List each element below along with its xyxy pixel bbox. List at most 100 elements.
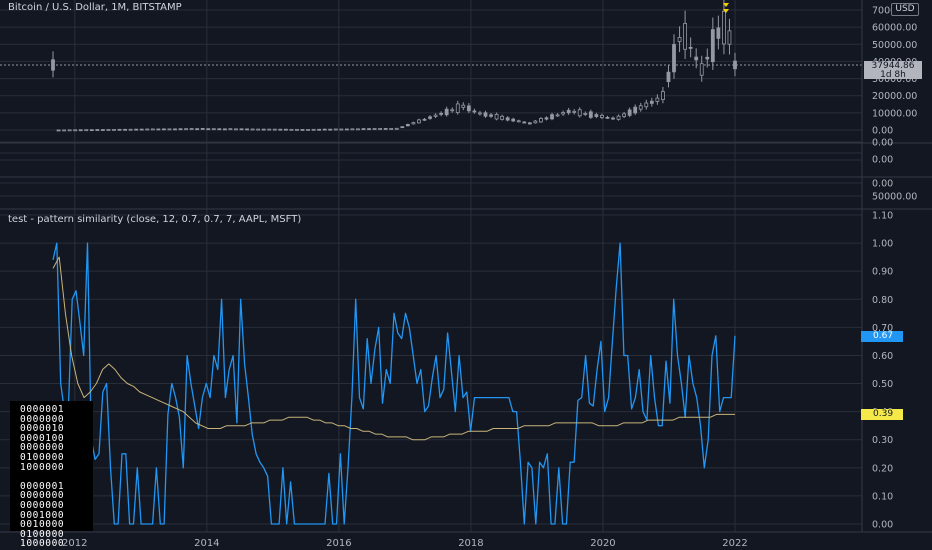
candle-body — [173, 128, 177, 131]
candle-body — [555, 114, 560, 117]
candle-body — [588, 111, 593, 118]
candle-body — [505, 117, 510, 121]
matrix-row: 0100000 — [20, 451, 65, 463]
current-price-tag: 37944.86 1d 8h — [864, 61, 922, 80]
candle-body — [561, 112, 566, 115]
candle-body — [161, 128, 166, 131]
candle-body — [217, 128, 222, 131]
currency-button[interactable]: USD — [891, 3, 919, 16]
candle-body — [272, 128, 277, 131]
candle-body — [483, 112, 488, 117]
indicator-pane-title: test - pattern similarity (close, 12, 0.… — [8, 214, 302, 225]
candle-body — [444, 108, 449, 116]
candle-body — [572, 110, 577, 113]
candle-body — [206, 128, 211, 131]
candle-body — [417, 119, 421, 124]
candle-body — [577, 109, 582, 117]
candle-body — [627, 109, 632, 116]
candle-body — [228, 128, 233, 131]
candle-body — [73, 129, 78, 132]
candle-body — [539, 118, 543, 123]
candle-body — [295, 128, 299, 131]
indicator-axis-label: 1.10 — [872, 211, 893, 222]
candle-body — [544, 117, 549, 120]
candle-body — [56, 129, 61, 132]
candle-body — [245, 128, 249, 131]
candle-body — [239, 128, 244, 131]
candle-body — [722, 10, 726, 45]
candle-body — [594, 114, 599, 117]
similarity-value-tag: 0.67 — [861, 331, 903, 342]
candle-body — [106, 128, 111, 131]
candle-body — [511, 118, 516, 122]
matrix-row: 1000000 — [20, 461, 65, 473]
candle-body — [644, 102, 649, 108]
candle-body — [383, 128, 388, 130]
candle-body — [655, 97, 660, 102]
average-series-line — [52, 256, 735, 441]
candle-body — [306, 129, 310, 131]
matrix-row: 0010000 — [20, 519, 65, 531]
candle-body — [378, 128, 383, 130]
indicator-axis-label: 1.00 — [872, 239, 893, 250]
candle-body — [583, 112, 588, 115]
indicator-axis-label: 0.00 — [872, 520, 893, 531]
candle-body — [716, 27, 721, 39]
candle-body — [677, 37, 682, 42]
arrow-down-icon — [723, 3, 729, 7]
candle-body — [78, 129, 83, 132]
candle-body — [527, 122, 532, 125]
matrix-row: 0001000 — [20, 509, 65, 521]
candle-body — [522, 121, 527, 124]
matrix-row: 0000001 — [20, 404, 65, 415]
candle-body — [51, 59, 55, 71]
candle-body — [699, 63, 704, 76]
candle-body — [339, 128, 344, 131]
candle-body — [566, 109, 571, 114]
candles — [51, 0, 737, 132]
candle-body — [450, 109, 455, 112]
candle-body — [128, 128, 133, 131]
candle-body — [428, 116, 432, 119]
matrix-row: 0000100 — [20, 432, 65, 444]
candle-body — [439, 112, 444, 115]
candle-body — [139, 128, 144, 131]
candle-body — [638, 105, 643, 110]
candle-body — [234, 128, 238, 131]
candle-body — [611, 117, 615, 120]
candle-body — [211, 128, 216, 131]
candle-body — [616, 115, 621, 120]
blank-pane-1-label: 0.00 — [872, 138, 893, 149]
time-axis-label: 2014 — [194, 538, 219, 549]
candle-body — [101, 129, 105, 131]
candle-body — [533, 120, 538, 124]
candle-body — [84, 129, 89, 132]
candle-body — [649, 100, 654, 104]
indicator-axis-label: 0.30 — [872, 435, 893, 446]
candle-body — [727, 30, 732, 45]
candle-body — [134, 128, 139, 131]
candle-body — [433, 114, 438, 117]
price-axis-label: 0.00 — [872, 126, 893, 137]
indicator-axis-label: 0.10 — [872, 491, 893, 502]
candle-body — [472, 110, 477, 113]
candle-body — [89, 129, 94, 132]
candle-body — [516, 120, 521, 123]
price-axis-label: 20000.00 — [872, 91, 917, 102]
candle-body — [550, 114, 554, 120]
candle-body — [145, 128, 150, 131]
candle-body — [500, 115, 505, 120]
time-axis-label: 2016 — [326, 538, 351, 549]
candle-body — [156, 128, 161, 131]
candle-body — [62, 129, 66, 132]
time-axis-label: 2012 — [62, 538, 87, 549]
candle-body — [461, 104, 466, 108]
time-axis-label: 2020 — [590, 538, 615, 549]
blank-pane-2-label: 0.00 — [872, 179, 893, 190]
candle-body — [250, 128, 255, 131]
candle-body — [489, 114, 493, 117]
candle-body — [267, 128, 272, 131]
candle-body — [67, 129, 72, 132]
candle-body — [222, 128, 227, 131]
candle-body — [289, 128, 294, 131]
